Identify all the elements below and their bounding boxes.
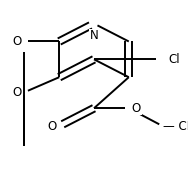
Text: O: O [47, 120, 56, 133]
Text: N: N [90, 29, 98, 42]
Text: O: O [12, 86, 22, 99]
Text: Cl: Cl [168, 53, 180, 66]
Text: — CH₃: — CH₃ [163, 120, 188, 133]
Text: O: O [132, 102, 141, 115]
Text: O: O [12, 35, 22, 48]
